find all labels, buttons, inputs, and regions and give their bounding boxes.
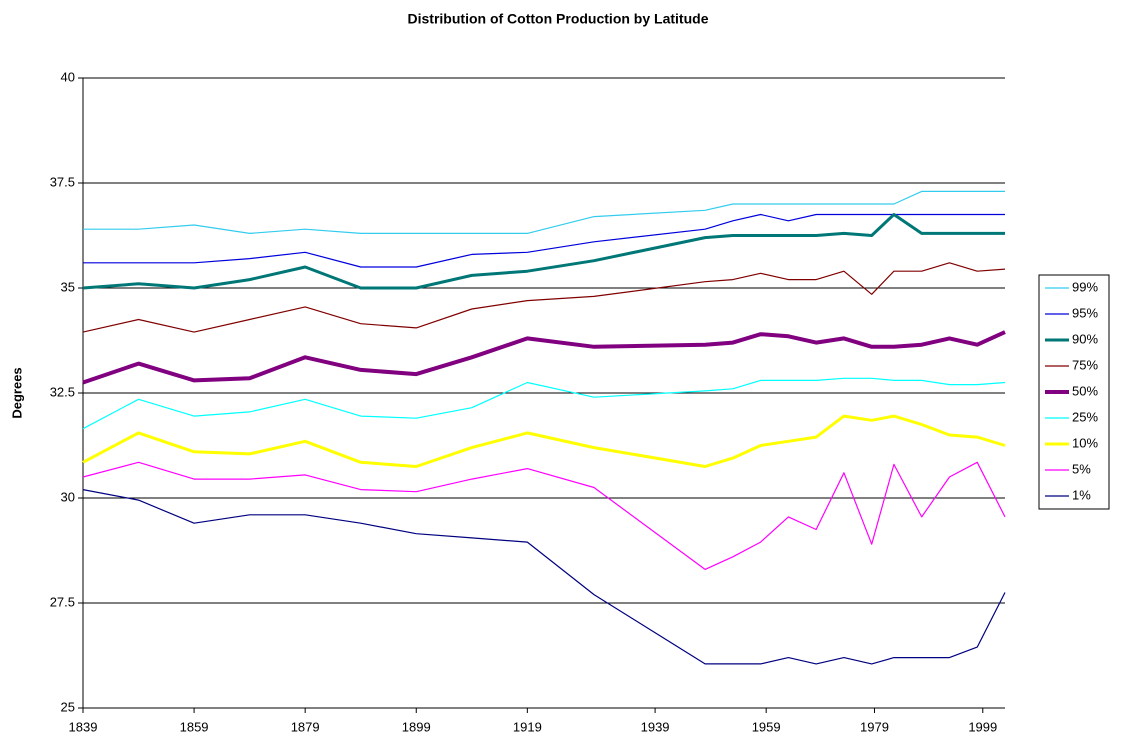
legend-label: 75% [1072,357,1098,372]
series-line [82,330,1006,385]
x-tick-label: 1899 [402,719,431,734]
series-line [82,377,1006,430]
legend-label: 95% [1072,305,1098,320]
x-tick-label: 1999 [968,719,997,734]
legend-label: 90% [1072,331,1098,346]
legend-label: 1% [1072,487,1091,502]
legend-label: 10% [1072,435,1098,450]
y-tick-label: 32.5 [50,384,75,399]
x-tick-label: 1839 [69,719,98,734]
legend-label: 99% [1072,279,1098,294]
x-tick-label: 1859 [180,719,209,734]
y-tick-label: 30 [61,489,75,504]
series-line [82,213,1005,290]
x-tick-label: 1919 [513,719,542,734]
x-tick-label: 1879 [291,719,320,734]
x-tick-label: 1959 [752,719,781,734]
x-tick-label: 1979 [860,719,889,734]
legend-label: 5% [1072,461,1091,476]
x-tick-label: 1939 [641,719,670,734]
series-line [83,190,1005,234]
series-line [82,461,1006,570]
chart-title: Distribution of Cotton Production by Lat… [408,11,709,27]
series-line [82,262,1006,333]
legend-label: 50% [1072,383,1098,398]
y-tick-label: 25 [61,699,75,714]
series-line [82,489,1006,665]
y-axis-title: Degrees [9,367,24,418]
legend-label: 25% [1072,409,1098,424]
series-line [83,213,1005,268]
y-tick-label: 27.5 [50,594,75,609]
y-tick-label: 37.5 [50,174,75,189]
y-tick-label: 35 [61,279,75,294]
y-tick-label: 40 [61,69,75,84]
series-line [82,414,1006,468]
